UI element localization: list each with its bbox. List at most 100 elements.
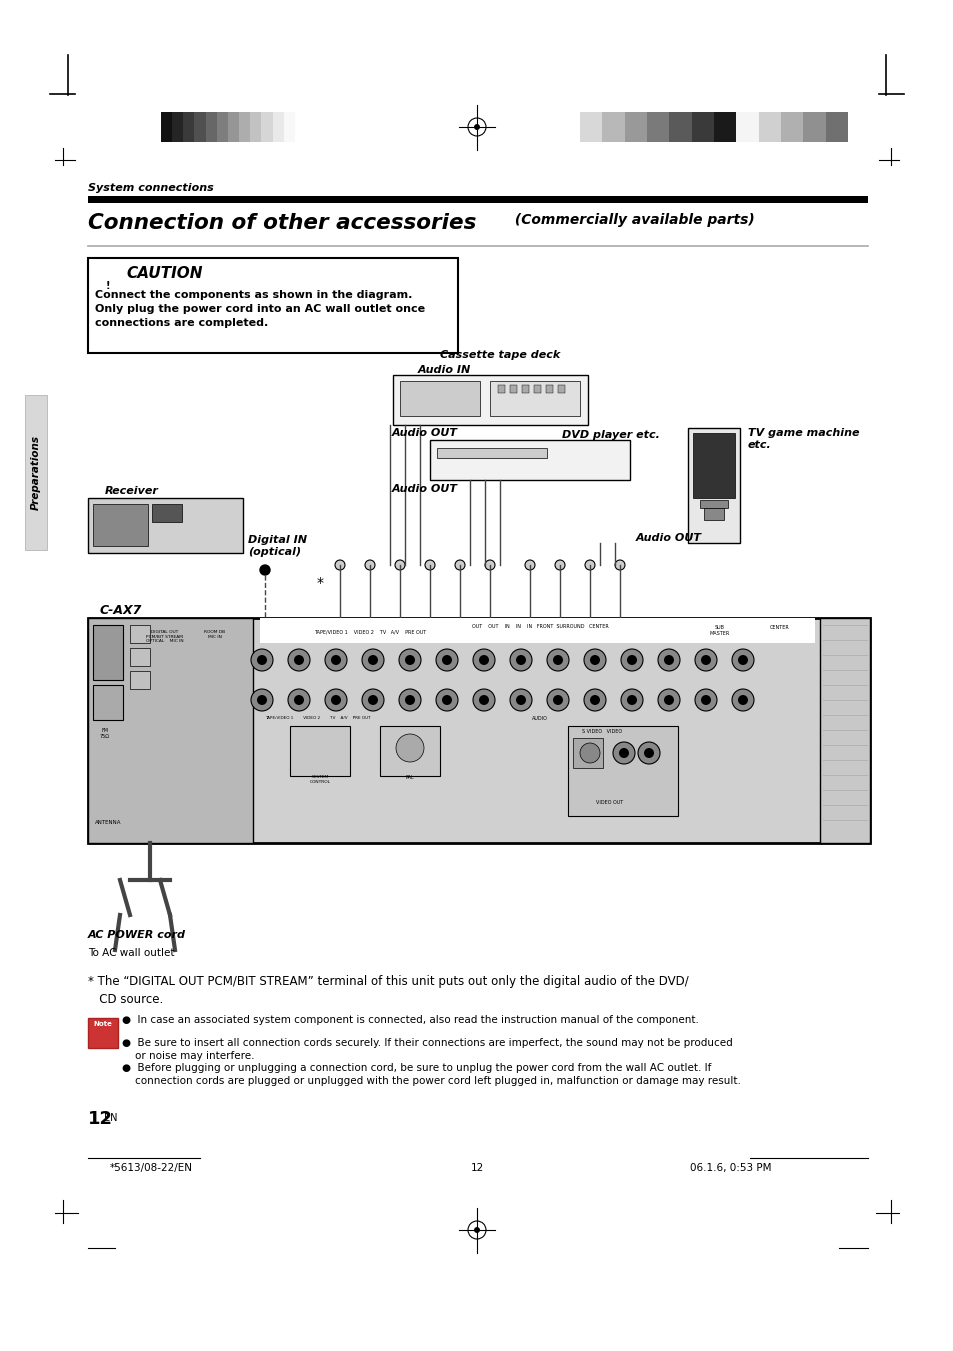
Bar: [802, 112, 824, 142]
Bar: [152, 504, 182, 521]
Circle shape: [398, 648, 420, 671]
Circle shape: [368, 694, 377, 705]
Circle shape: [433, 453, 440, 461]
Bar: [88, 499, 243, 553]
Circle shape: [579, 743, 599, 763]
Circle shape: [565, 453, 574, 459]
Circle shape: [172, 527, 178, 534]
Bar: [490, 381, 579, 416]
Circle shape: [589, 453, 598, 459]
Text: Digital IN
(optical): Digital IN (optical): [248, 535, 307, 558]
Text: Cassette tape deck: Cassette tape deck: [439, 350, 559, 359]
Text: EN: EN: [104, 1113, 117, 1123]
Bar: [692, 434, 734, 499]
Circle shape: [436, 689, 457, 711]
Circle shape: [361, 689, 384, 711]
Bar: [713, 112, 736, 142]
Text: Note: Note: [93, 1021, 112, 1027]
Bar: [88, 617, 869, 843]
Circle shape: [475, 1228, 478, 1232]
Text: TAPE/VIDEO 1    VIDEO 2    TV   A/V    PRE OUT: TAPE/VIDEO 1 VIDEO 2 TV A/V PRE OUT: [314, 630, 426, 635]
Circle shape: [615, 561, 624, 570]
Circle shape: [251, 648, 273, 671]
Text: ●  In case an associated system component is connected, also read the instructio: ● In case an associated system component…: [122, 1015, 699, 1025]
Bar: [736, 112, 758, 142]
Text: SUB
MASTER: SUB MASTER: [709, 626, 729, 636]
Text: CENTER: CENTER: [769, 626, 789, 630]
Text: Audio OUT: Audio OUT: [392, 484, 457, 494]
Bar: [687, 428, 740, 543]
Circle shape: [533, 401, 542, 411]
Bar: [183, 112, 194, 142]
Circle shape: [220, 638, 240, 658]
Bar: [534, 385, 540, 393]
Bar: [194, 112, 206, 142]
Circle shape: [695, 689, 717, 711]
Text: C-AX7: C-AX7: [100, 604, 142, 617]
Bar: [239, 112, 250, 142]
Circle shape: [152, 527, 158, 534]
Circle shape: [626, 655, 637, 665]
Circle shape: [335, 561, 345, 570]
Bar: [430, 440, 629, 480]
Circle shape: [478, 655, 489, 665]
Text: *5613/08-22/EN: *5613/08-22/EN: [110, 1163, 193, 1173]
Circle shape: [583, 689, 605, 711]
Bar: [88, 1019, 118, 1048]
Text: PAL: PAL: [405, 775, 414, 780]
Text: Audio IN: Audio IN: [417, 365, 471, 376]
Circle shape: [365, 561, 375, 570]
Circle shape: [618, 748, 628, 758]
Circle shape: [578, 453, 585, 459]
Bar: [216, 112, 228, 142]
Bar: [545, 385, 553, 393]
Bar: [290, 725, 350, 775]
Circle shape: [251, 689, 273, 711]
Bar: [92, 626, 123, 680]
Text: AUDIO: AUDIO: [532, 716, 547, 721]
Circle shape: [368, 655, 377, 665]
Bar: [88, 196, 867, 203]
Circle shape: [589, 655, 599, 665]
Circle shape: [731, 648, 753, 671]
Circle shape: [441, 655, 452, 665]
Text: FM
75Ω: FM 75Ω: [100, 728, 110, 739]
Bar: [130, 626, 150, 643]
Circle shape: [288, 689, 310, 711]
Circle shape: [398, 689, 420, 711]
Circle shape: [546, 689, 568, 711]
Circle shape: [162, 527, 168, 534]
Bar: [130, 648, 150, 666]
Circle shape: [441, 694, 452, 705]
Text: (Commercially available parts): (Commercially available parts): [510, 213, 754, 227]
Circle shape: [695, 648, 717, 671]
Bar: [510, 385, 517, 393]
Circle shape: [455, 561, 464, 570]
Bar: [646, 112, 669, 142]
Circle shape: [202, 515, 218, 531]
Bar: [436, 449, 546, 458]
Bar: [820, 617, 869, 843]
Text: Connect the components as shown in the diagram.
Only plug the power cord into an: Connect the components as shown in the d…: [95, 290, 425, 328]
Bar: [573, 738, 602, 767]
Bar: [284, 112, 294, 142]
Bar: [260, 617, 814, 643]
Bar: [567, 725, 678, 816]
Circle shape: [331, 655, 340, 665]
Circle shape: [424, 561, 435, 570]
Bar: [399, 381, 479, 416]
Bar: [88, 617, 253, 843]
Circle shape: [288, 648, 310, 671]
Circle shape: [256, 655, 267, 665]
Bar: [250, 112, 261, 142]
Circle shape: [473, 689, 495, 711]
Circle shape: [405, 655, 415, 665]
Circle shape: [553, 694, 562, 705]
Bar: [228, 112, 239, 142]
Bar: [273, 112, 284, 142]
Circle shape: [510, 689, 532, 711]
Circle shape: [294, 655, 304, 665]
Text: ANTENNA: ANTENNA: [94, 820, 121, 825]
Text: 12: 12: [88, 1111, 112, 1128]
Text: Audio OUT: Audio OUT: [392, 428, 457, 438]
